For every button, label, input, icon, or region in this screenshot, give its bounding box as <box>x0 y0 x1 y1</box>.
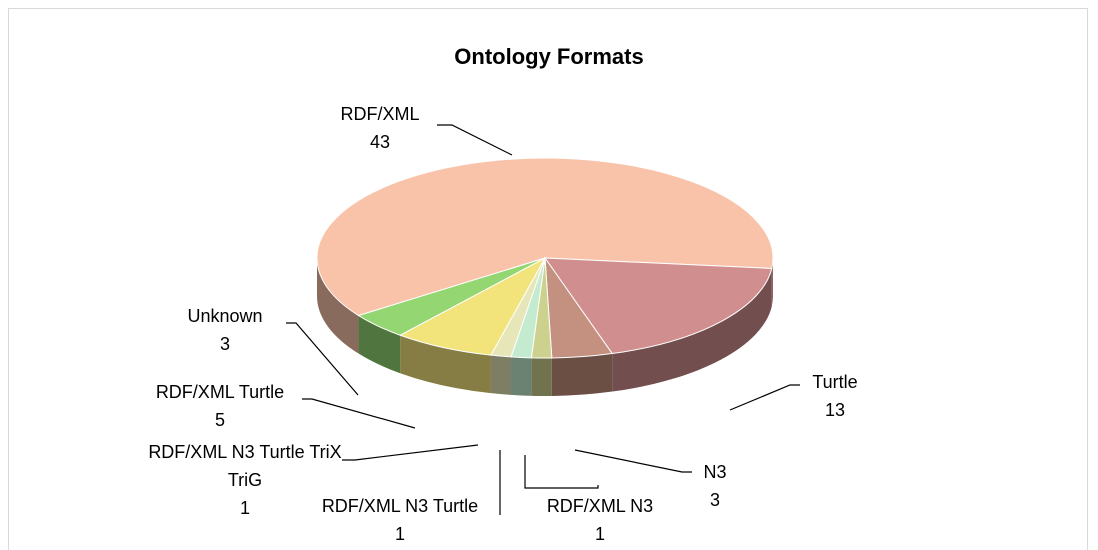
label-name: Turtle <box>812 372 858 392</box>
label-name: RDF/XML N3 Turtle <box>321 496 479 516</box>
slice-side <box>317 258 359 354</box>
slice-side-shade <box>511 356 532 396</box>
slice <box>316 157 774 317</box>
label-value: 1 <box>594 524 605 544</box>
label-value: 3 <box>219 334 230 354</box>
slice-side-shade <box>771 258 773 307</box>
label-value: 43 <box>369 132 391 152</box>
leader-line <box>524 455 599 489</box>
slice-side <box>771 258 773 307</box>
label-name: RDF/XML <box>340 104 420 124</box>
data-label: RDF/XML N3 Turtle 1 <box>295 492 505 548</box>
label-value: 1 <box>394 524 405 544</box>
slice-side-shade <box>490 355 512 395</box>
data-label: RDF/XML N3 Turtle TriX TriG 1 <box>145 438 345 522</box>
slice-side-shade <box>317 258 359 354</box>
leader-line <box>437 124 513 156</box>
slice-side-shade <box>358 315 401 374</box>
slice <box>544 257 773 355</box>
chart-frame <box>8 8 1088 550</box>
leader-lines <box>286 124 800 515</box>
data-label: RDF/XML Turtle 5 <box>130 378 310 434</box>
leader-line <box>574 449 692 473</box>
slice-side <box>612 268 772 392</box>
label-value: 13 <box>824 400 846 420</box>
slice <box>357 257 546 336</box>
label-value: 5 <box>214 410 225 430</box>
chart-title: Ontology Formats <box>454 44 644 69</box>
label-name: RDF/XML N3 <box>546 496 654 516</box>
walls <box>317 258 773 396</box>
slice-side-shade <box>551 353 613 396</box>
leader-line <box>729 384 800 411</box>
slice-side <box>358 315 401 374</box>
slice <box>398 256 547 356</box>
label-value: 3 <box>709 490 720 510</box>
data-label: Turtle 13 <box>790 368 880 424</box>
data-label: Unknown 3 <box>160 302 290 358</box>
data-label: RDF/XML 43 <box>320 100 440 156</box>
slice-side <box>400 335 491 394</box>
data-label: N3 3 <box>670 458 760 514</box>
slice-side <box>490 355 512 395</box>
slices <box>316 157 774 359</box>
slice-side-shade <box>400 335 491 394</box>
slice-side-shade <box>531 357 552 396</box>
leader-line <box>286 322 359 396</box>
label-value: 1 <box>239 498 250 518</box>
slice-side-shade <box>612 268 772 392</box>
label-name: Unknown <box>187 306 263 326</box>
label-name: N3 <box>703 462 727 482</box>
slice-side <box>531 357 552 396</box>
slice-side <box>551 353 613 396</box>
data-label: RDF/XML N3 1 <box>530 492 670 548</box>
label-name: RDF/XML Turtle <box>155 382 285 402</box>
slice-side <box>511 356 532 396</box>
label-name: RDF/XML N3 Turtle TriX TriG <box>148 442 342 490</box>
leader-line <box>302 398 416 429</box>
leader-line <box>342 444 479 461</box>
